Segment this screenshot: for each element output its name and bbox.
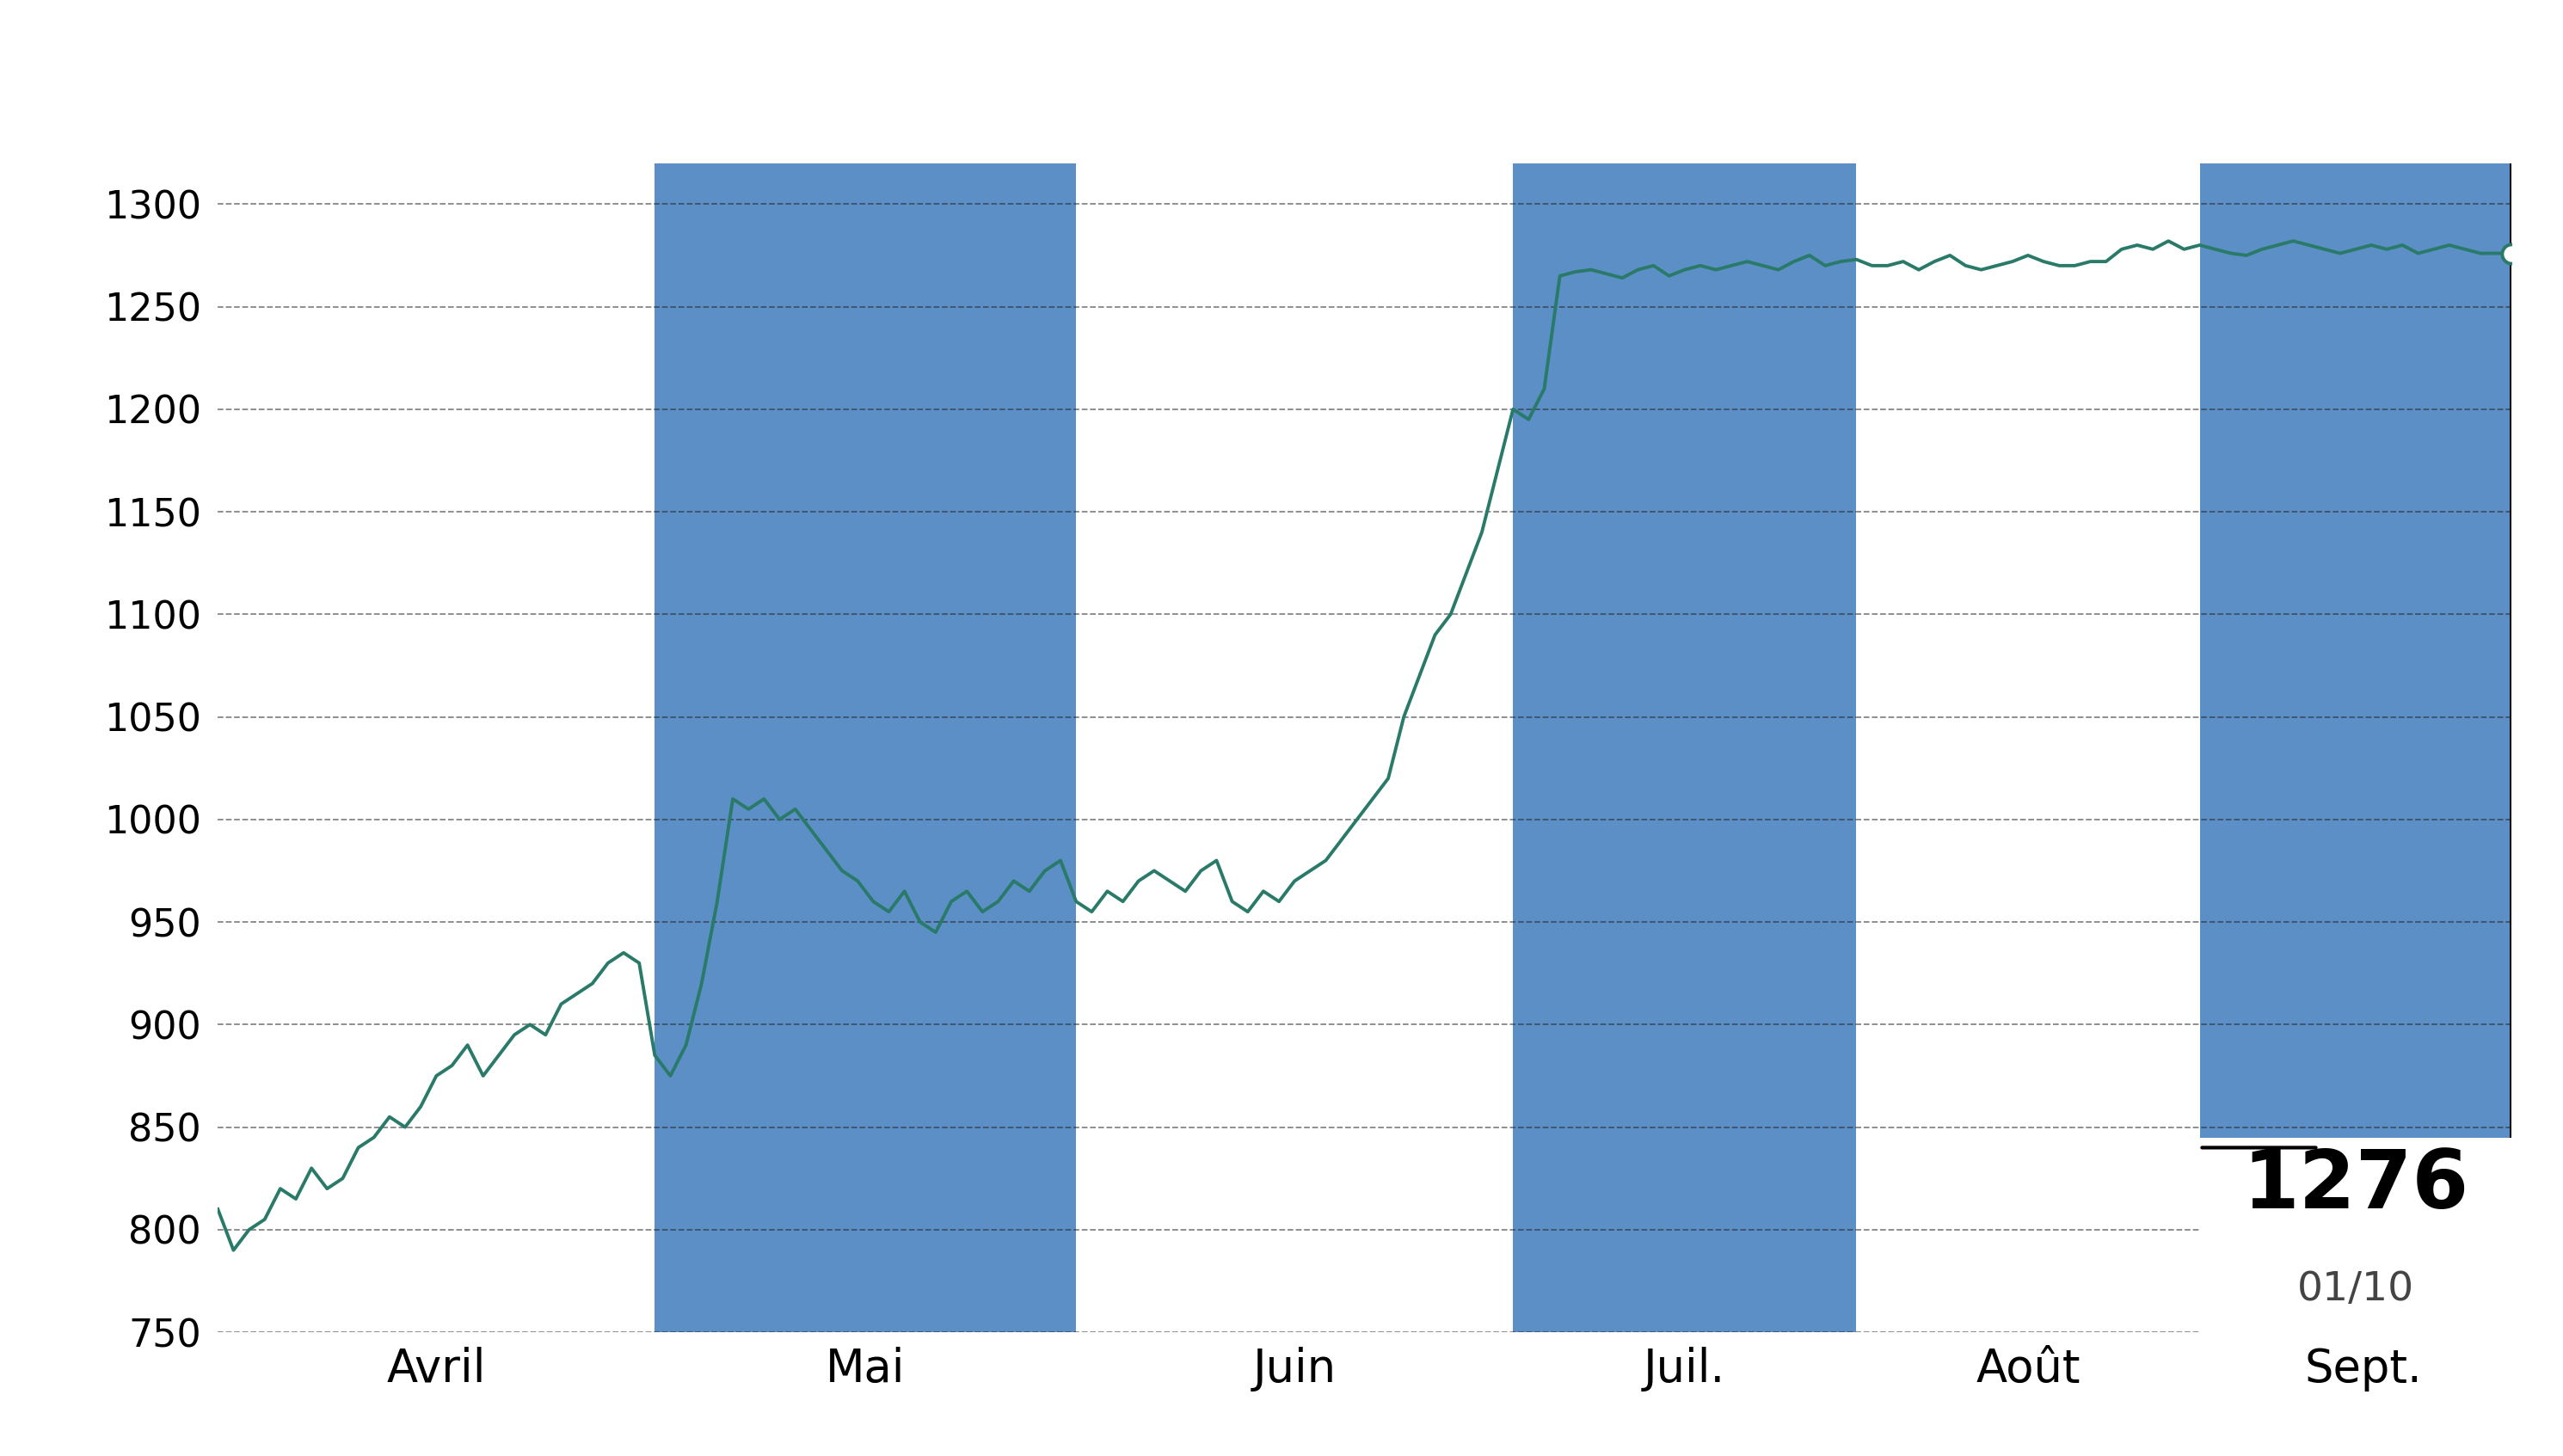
- Text: 1276: 1276: [2243, 1146, 2468, 1226]
- Bar: [2199, 163, 2527, 1332]
- Bar: [654, 163, 1076, 1332]
- FancyBboxPatch shape: [2199, 1137, 2512, 1332]
- Text: Britvic PLC: Britvic PLC: [989, 23, 1574, 115]
- Text: 01/10: 01/10: [2296, 1270, 2414, 1309]
- Bar: [1512, 163, 1856, 1332]
